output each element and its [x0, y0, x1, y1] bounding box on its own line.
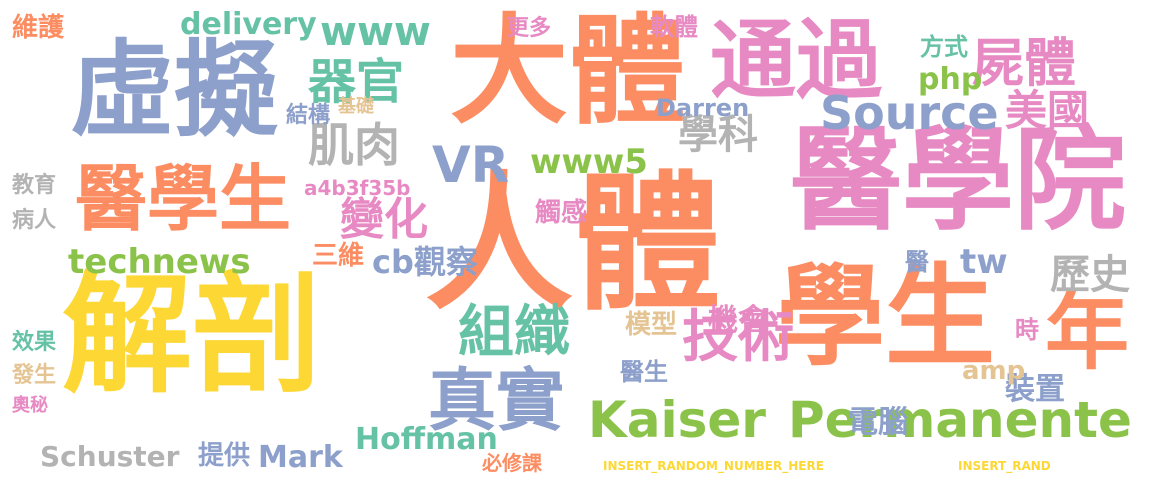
word-yisheng: 醫生 [620, 358, 668, 386]
word-darren: Darren [656, 94, 750, 122]
word-kaiser: Kaiser [588, 391, 766, 449]
word-cbguancha: cb觀察 [372, 243, 478, 281]
word-yixuesheng: 醫學生 [75, 157, 292, 241]
word-technews: technews [68, 242, 251, 282]
word-mark: Mark [258, 440, 343, 475]
word-shiti: 屍體 [972, 34, 1077, 94]
word-nian: 年 [1045, 283, 1130, 381]
word-tigong: 提供 [198, 441, 251, 471]
word-vr: VR [432, 136, 510, 194]
word-delivery: delivery [180, 7, 317, 42]
word-lishi: 歷史 [1050, 252, 1130, 298]
word-jishu: 技術 [682, 305, 794, 370]
word-xuni: 虛擬 [70, 29, 279, 151]
word-www5: www5 [530, 142, 648, 182]
word-zuzhi: 組織 [458, 300, 570, 365]
word-zhenshi: 真實 [428, 362, 565, 441]
word-fasheng: 發生 [12, 363, 57, 388]
word-aomi: 奧秘 [12, 395, 48, 416]
word-yixueyuan: 醫學院 [790, 116, 1126, 246]
word-hoffman: Hoffman [355, 422, 498, 457]
word-fangshi: 方式 [920, 33, 968, 61]
word-xiaoguo: 效果 [12, 330, 57, 355]
word-ruanti: 軟體 [650, 13, 698, 41]
word-meiguo: 美國 [1005, 86, 1090, 135]
word-jiepou: 解剖 [62, 259, 323, 411]
word-weihu: 維護 [12, 13, 65, 43]
word-a4b3f35b: a4b3f35b [304, 176, 411, 200]
word-bingren: 病人 [12, 208, 57, 233]
word-diannao: 電腦 [848, 405, 908, 440]
word-xueke: 學科 [678, 112, 758, 158]
word-qiguan: 器官 [308, 54, 405, 110]
word-chugan: 觸感 [535, 198, 588, 228]
word-permanente: Permanente [788, 391, 1132, 449]
word-source: Source [820, 86, 999, 140]
word-bixiuke: 必修課 [482, 451, 542, 475]
word-jihui: 機會 [708, 303, 768, 338]
word-php: php [918, 62, 983, 97]
word-jiaoyu: 教育 [12, 173, 57, 198]
word-insert-random-number-here: INSERT_RANDOM_NUMBER_HERE [603, 459, 824, 473]
word-bianhua: 變化 [340, 194, 428, 245]
word-schuster: Schuster [40, 440, 180, 473]
word-shi: 時 [1015, 316, 1039, 344]
word-renti: 人體 [425, 158, 721, 330]
word-zhuangzhi: 裝置 [1005, 372, 1065, 407]
word-dati: 大體 [450, 2, 687, 140]
word-jichu: 基礎 [338, 96, 374, 117]
word-insert-rand: INSERT_RAND [958, 459, 1051, 473]
word-tongguo: 通過 [710, 11, 882, 111]
word-jirou: 肌肉 [308, 118, 400, 172]
word-jiegou: 結構 [286, 103, 331, 128]
word-moxing: 模型 [625, 310, 678, 340]
word-gengduo: 更多 [507, 16, 552, 41]
word-tw: tw [960, 242, 1008, 282]
word-yi: 醫 [905, 248, 929, 276]
word-www: www [320, 9, 431, 55]
word-xuesheng: 學生 [775, 253, 995, 381]
word-amp: amp [962, 356, 1026, 386]
word-sanwei: 三維 [312, 241, 365, 271]
